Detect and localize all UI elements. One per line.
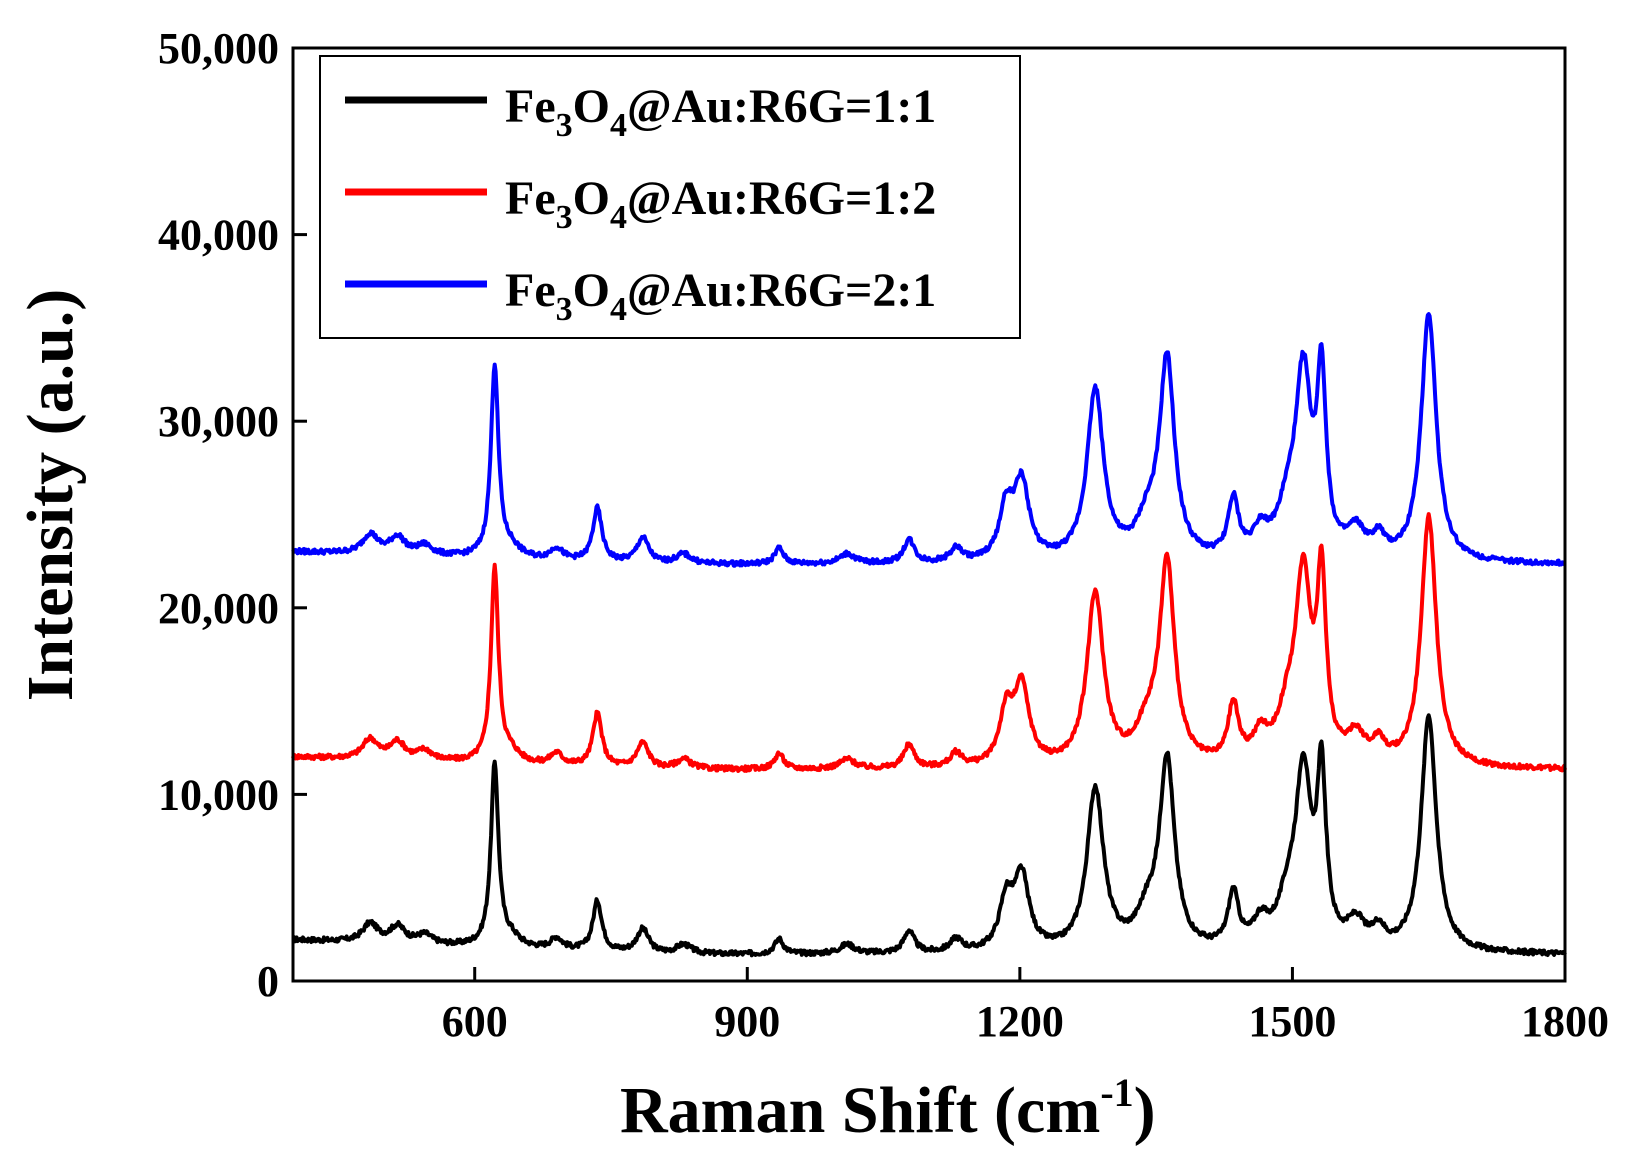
series-line-2	[291, 512, 1567, 773]
y-axis-title: Intensity (a.u.)	[14, 289, 87, 702]
legend-entry-2: Fe3O4@Au:R6G=1:2	[345, 172, 936, 236]
series-line-1	[291, 713, 1567, 958]
x-axis-title-main: Raman Shift (cm	[620, 1074, 1100, 1147]
y-tick-label: 10,000	[158, 770, 279, 819]
x-tick-label: 600	[442, 997, 508, 1046]
x-axis-title: Raman Shift (cm-1)	[620, 1070, 1156, 1147]
legend-label-2: Fe3O4@Au:R6G=1:2	[505, 172, 936, 236]
x-axis: 600 900 1200 1500 1800	[442, 967, 1609, 1046]
legend-label-1: Fe3O4@Au:R6G=1:1	[505, 80, 936, 144]
plot-frame	[291, 46, 1567, 983]
x-axis-title-close: )	[1134, 1074, 1156, 1147]
x-tick-label: 1800	[1521, 997, 1609, 1046]
series-layer	[291, 312, 1567, 958]
y-tick-label: 0	[257, 957, 279, 1006]
x-axis-title-superscript: -1	[1100, 1070, 1133, 1115]
legend-entry-3: Fe3O4@Au:R6G=2:1	[345, 264, 936, 328]
y-tick-label: 30,000	[158, 397, 279, 446]
x-tick-label: 1500	[1248, 997, 1336, 1046]
legend-label-3: Fe3O4@Au:R6G=2:1	[505, 264, 936, 328]
legend: Fe3O4@Au:R6G=1:1 Fe3O4@Au:R6G=1:2 Fe3O4@…	[319, 55, 1021, 339]
y-tick-label: 50,000	[158, 24, 279, 73]
series-line-3	[291, 312, 1567, 568]
legend-entry-1: Fe3O4@Au:R6G=1:1	[345, 80, 936, 144]
y-axis: 0 10,000 20,000 30,000 40,000 50,000	[158, 24, 307, 1006]
y-tick-label: 40,000	[158, 211, 279, 260]
x-tick-label: 1200	[976, 997, 1064, 1046]
y-tick-label: 20,000	[158, 584, 279, 633]
x-tick-label: 900	[714, 997, 780, 1046]
